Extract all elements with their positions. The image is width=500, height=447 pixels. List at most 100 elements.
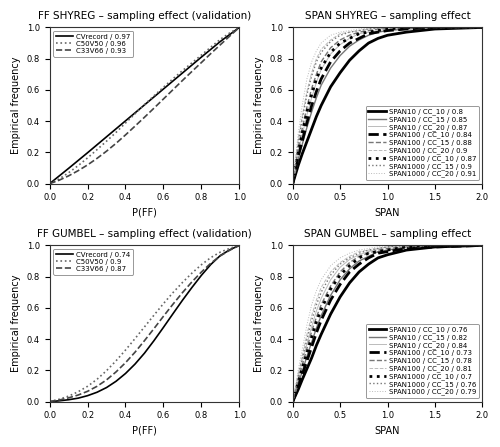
SPAN100 / CC_10 / 0.73 [304, 358, 310, 364]
SPAN100 / CC_10 / 0.84 [404, 26, 409, 32]
Title: SPAN GUMBEL – sampling effect: SPAN GUMBEL – sampling effect [304, 229, 471, 239]
CVrecord / 0.74 [227, 247, 233, 253]
SPAN10 / CC_10 / 0.76 [328, 312, 334, 317]
SPAN100 / CC_10 / 0.73 [308, 344, 314, 350]
SPAN100 / CC_20 / 0.81 [337, 260, 343, 265]
SPAN10 / CC_15 / 0.82 [308, 340, 314, 345]
SPAN1000 / CC_20 / 0.91 [346, 28, 352, 33]
SPAN10 / CC_15 / 0.85 [290, 181, 296, 186]
SPAN100 / CC_20 / 0.9 [318, 46, 324, 52]
C50V50 / 0.9 [46, 399, 52, 404]
CVrecord / 0.74 [198, 273, 204, 278]
SPAN10 / CC_20 / 0.84 [304, 341, 310, 346]
SPAN1000 / CC_20 / 0.91 [356, 26, 362, 32]
C33V66 / 0.93 [94, 156, 100, 161]
SPAN100 / CC_20 / 0.9 [314, 56, 320, 61]
SPAN10 / CC_10 / 0.8 [366, 40, 372, 46]
SPAN10 / CC_10 / 0.8 [432, 26, 438, 32]
SPAN100 / CC_15 / 0.78 [314, 315, 320, 320]
SPAN100 / CC_20 / 0.81 [346, 253, 352, 259]
SPAN100 / CC_10 / 0.73 [299, 372, 305, 378]
SPAN100 / CC_10 / 0.73 [314, 330, 320, 336]
SPAN100 / CC_15 / 0.78 [318, 302, 324, 308]
C33V66 / 0.93 [180, 78, 186, 83]
SPAN1000 / CC_10 / 0.87 [432, 25, 438, 30]
SPAN10 / CC_15 / 0.82 [356, 258, 362, 264]
SPAN10 / CC_15 / 0.82 [375, 249, 381, 254]
SPAN100 / CC_20 / 0.81 [480, 243, 486, 248]
Line: SPAN1000 / CC_10 / 0.87: SPAN1000 / CC_10 / 0.87 [292, 27, 482, 184]
SPAN10 / CC_20 / 0.87 [318, 67, 324, 72]
C50V50 / 0.96 [198, 52, 204, 58]
SPAN100 / CC_20 / 0.9 [299, 114, 305, 119]
CVrecord / 0.97 [218, 39, 224, 44]
X-axis label: P(FF): P(FF) [132, 426, 157, 436]
SPAN100 / CC_15 / 0.88 [304, 105, 310, 110]
SPAN1000 / CC_10 / 0.87 [328, 50, 334, 55]
SPAN100 / CC_10 / 0.73 [290, 399, 296, 404]
SPAN1000 / CC_10 / 0.87 [290, 181, 296, 186]
C50V50 / 0.96 [94, 147, 100, 152]
SPAN100 / CC_10 / 0.73 [337, 282, 343, 287]
SPAN100 / CC_20 / 0.9 [432, 25, 438, 30]
SPAN100 / CC_15 / 0.88 [299, 127, 305, 132]
SPAN1000 / CC_10 / 0.87 [292, 164, 298, 169]
C50V50 / 0.9 [218, 249, 224, 255]
C50V50 / 0.96 [46, 181, 52, 186]
C33V66 / 0.87 [218, 253, 224, 258]
SPAN100 / CC_10 / 0.84 [328, 59, 334, 64]
SPAN10 / CC_20 / 0.87 [384, 26, 390, 32]
CVrecord / 0.74 [218, 253, 224, 258]
CVrecord / 0.97 [142, 102, 148, 108]
C33V66 / 0.87 [208, 261, 214, 266]
SPAN100 / CC_20 / 0.81 [292, 385, 298, 390]
Line: SPAN1000 / CC_10 / 0.7: SPAN1000 / CC_10 / 0.7 [292, 245, 482, 401]
C33V66 / 0.87 [122, 360, 128, 365]
CVrecord / 0.74 [160, 325, 166, 330]
SPAN10 / CC_10 / 0.76 [290, 399, 296, 404]
SPAN1000 / CC_15 / 0.9 [304, 92, 310, 97]
SPAN10 / CC_15 / 0.85 [318, 83, 324, 88]
C33V66 / 0.93 [189, 69, 195, 74]
CVrecord / 0.74 [189, 285, 195, 290]
SPAN100 / CC_20 / 0.81 [366, 247, 372, 253]
C50V50 / 0.9 [180, 280, 186, 285]
SPAN10 / CC_20 / 0.84 [404, 243, 409, 248]
C33V66 / 0.87 [160, 314, 166, 319]
SPAN100 / CC_10 / 0.84 [318, 76, 324, 82]
SPAN1000 / CC_15 / 0.76 [366, 247, 372, 253]
C50V50 / 0.96 [104, 139, 110, 144]
SPAN100 / CC_15 / 0.88 [296, 145, 302, 151]
SPAN100 / CC_10 / 0.84 [308, 103, 314, 108]
Line: CVrecord / 0.74: CVrecord / 0.74 [50, 245, 240, 401]
SPAN100 / CC_15 / 0.78 [480, 243, 486, 248]
SPAN1000 / CC_10 / 0.7 [328, 287, 334, 292]
Line: C50V50 / 0.96: C50V50 / 0.96 [50, 27, 240, 184]
SPAN100 / CC_10 / 0.73 [480, 243, 486, 248]
SPAN1000 / CC_20 / 0.79 [356, 247, 362, 253]
Title: SPAN SHYREG – sampling effect: SPAN SHYREG – sampling effect [304, 11, 470, 21]
SPAN10 / CC_15 / 0.82 [404, 244, 409, 249]
C50V50 / 0.9 [142, 324, 148, 329]
SPAN1000 / CC_10 / 0.87 [304, 109, 310, 114]
SPAN100 / CC_20 / 0.9 [328, 37, 334, 42]
SPAN10 / CC_20 / 0.87 [346, 36, 352, 41]
X-axis label: SPAN: SPAN [375, 208, 400, 218]
SPAN10 / CC_15 / 0.85 [314, 95, 320, 101]
C33V66 / 0.87 [104, 377, 110, 383]
SPAN10 / CC_10 / 0.8 [328, 84, 334, 89]
C33V66 / 0.87 [151, 326, 157, 331]
SPAN100 / CC_20 / 0.9 [308, 70, 314, 76]
Line: SPAN100 / CC_10 / 0.84: SPAN100 / CC_10 / 0.84 [292, 27, 482, 184]
C50V50 / 0.96 [170, 76, 176, 81]
SPAN10 / CC_10 / 0.76 [292, 392, 298, 398]
SPAN10 / CC_20 / 0.84 [290, 399, 296, 404]
C50V50 / 0.9 [236, 243, 242, 248]
C50V50 / 0.96 [75, 163, 81, 169]
SPAN100 / CC_20 / 0.9 [384, 25, 390, 30]
SPAN100 / CC_15 / 0.78 [375, 247, 381, 253]
SPAN10 / CC_10 / 0.76 [384, 252, 390, 257]
SPAN100 / CC_20 / 0.9 [304, 89, 310, 94]
SPAN1000 / CC_10 / 0.87 [337, 40, 343, 46]
SPAN100 / CC_15 / 0.88 [318, 59, 324, 64]
